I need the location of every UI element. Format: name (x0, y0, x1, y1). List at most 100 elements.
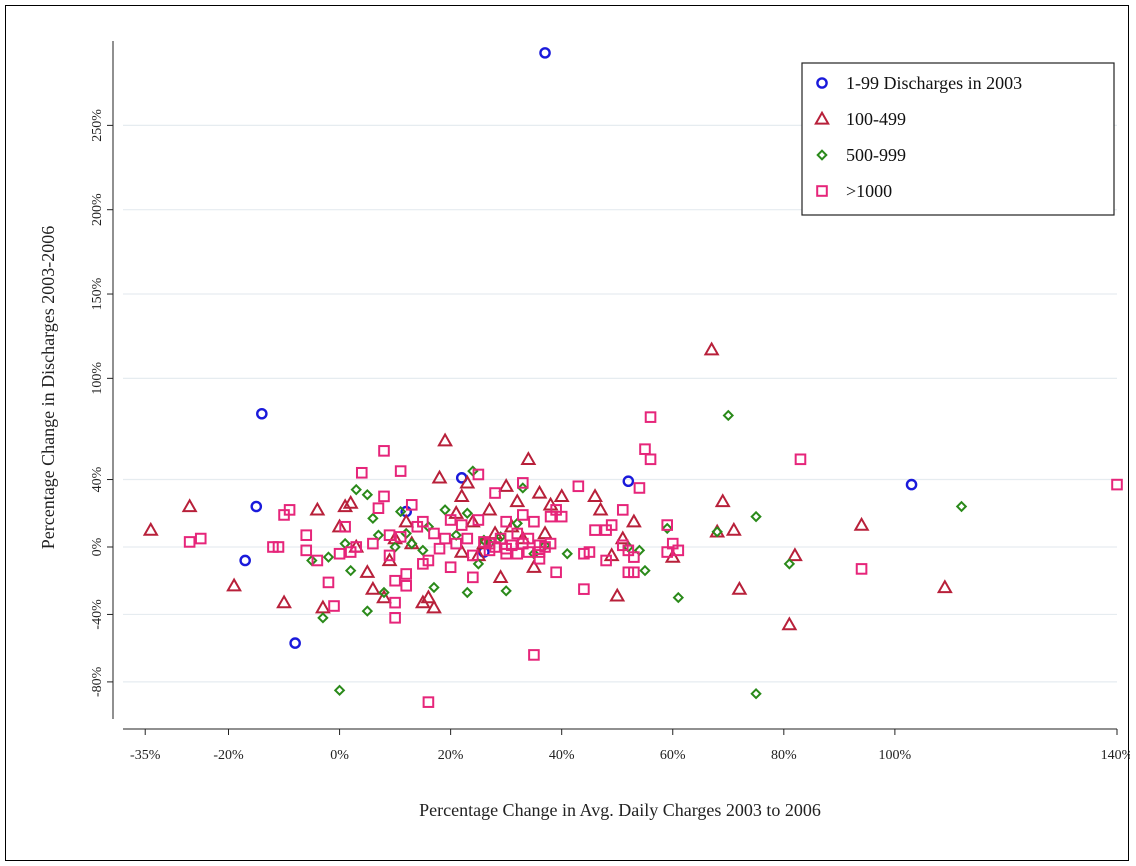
data-points (142, 47, 1123, 708)
data-point (672, 591, 685, 604)
data-point (350, 483, 362, 496)
legend-marker (816, 149, 828, 161)
data-point (600, 554, 612, 567)
y-tick-label: 250% (90, 109, 105, 142)
data-point (226, 577, 242, 592)
data-point (528, 515, 540, 528)
data-point (405, 499, 418, 511)
data-point (389, 596, 401, 609)
y-tick-label: -80% (90, 666, 105, 697)
data-point (587, 488, 603, 503)
x-tick-label: 60% (660, 748, 686, 763)
data-point (461, 532, 474, 545)
data-point (589, 524, 601, 536)
data-point (517, 477, 529, 489)
y-axis-title: Percentage Change in Discharges 2003-200… (38, 226, 58, 550)
data-point (481, 501, 498, 516)
data-point (378, 445, 390, 457)
data-point (439, 532, 451, 545)
legend-marker (814, 110, 830, 125)
series-triangle (142, 341, 953, 631)
data-point (372, 502, 385, 514)
data-point (786, 547, 803, 562)
data-point (250, 500, 263, 513)
data-point (522, 546, 535, 558)
data-point (194, 532, 207, 545)
data-point (461, 507, 474, 519)
legend-label: >1000 (846, 181, 892, 201)
y-tick-label: -40% (90, 599, 105, 630)
data-point (628, 551, 640, 563)
data-point (361, 605, 374, 617)
data-point (661, 522, 673, 535)
data-point (453, 543, 470, 558)
data-point (400, 579, 413, 592)
legend-marker (816, 185, 828, 197)
data-point (555, 510, 568, 523)
data-point (444, 514, 457, 526)
data-point (426, 599, 442, 614)
data-point (533, 552, 546, 565)
data-point (333, 684, 346, 697)
legend-marker (816, 77, 828, 89)
data-point (781, 616, 798, 631)
data-point (450, 537, 462, 550)
data-point (633, 482, 646, 494)
data-point (1111, 478, 1123, 491)
data-point (672, 544, 685, 557)
data-point (337, 498, 354, 513)
y-tick-label: 200% (90, 193, 105, 226)
data-point (936, 579, 953, 594)
data-point (628, 566, 640, 579)
data-point (322, 576, 335, 589)
data-point (500, 515, 512, 528)
data-point (750, 687, 762, 700)
data-point (644, 453, 657, 466)
x-tick-label: 80% (771, 748, 797, 763)
data-point (725, 521, 742, 536)
data-point (300, 529, 313, 541)
data-point (378, 490, 390, 503)
data-point (328, 600, 340, 612)
data-point (526, 559, 542, 573)
data-point (511, 517, 523, 530)
y-tick-label: 0% (90, 537, 105, 556)
data-point (500, 547, 512, 560)
data-point (605, 519, 618, 531)
data-point (394, 505, 407, 518)
scatter-chart: -80% -40% 0% 40% 100% 150% 200% 250% -35% -20% 0% 2… (38, 41, 1130, 820)
data-point (378, 586, 390, 599)
data-point (494, 531, 507, 543)
data-point (342, 494, 359, 509)
x-axis-title: Percentage Change in Avg. Daily Charges … (419, 800, 821, 820)
data-point (142, 521, 159, 536)
data-point (428, 581, 440, 594)
data-point (472, 514, 485, 526)
data-point (639, 443, 651, 455)
data-point (520, 451, 537, 465)
data-point (256, 407, 268, 420)
data-point (517, 482, 529, 494)
legend-box (801, 62, 1115, 216)
data-point (417, 544, 429, 557)
data-point (406, 537, 418, 550)
data-point (383, 549, 396, 562)
data-point (572, 480, 585, 493)
data-point (539, 47, 551, 59)
series-diamond (306, 409, 968, 700)
data-point (625, 513, 642, 528)
data-point (359, 564, 376, 578)
data-point (394, 531, 407, 543)
data-point (367, 537, 379, 550)
data-point (417, 515, 429, 528)
data-point (578, 583, 590, 595)
axes: -80% -40% 0% 40% 100% 150% 200% 250% -35% -20% 0% 2… (90, 41, 1130, 763)
data-point (531, 484, 548, 499)
data-point (367, 512, 379, 525)
data-point (400, 568, 413, 580)
data-point (614, 530, 631, 545)
data-point (750, 510, 762, 523)
data-point (355, 466, 368, 479)
data-point (361, 488, 374, 501)
data-point (461, 586, 474, 599)
